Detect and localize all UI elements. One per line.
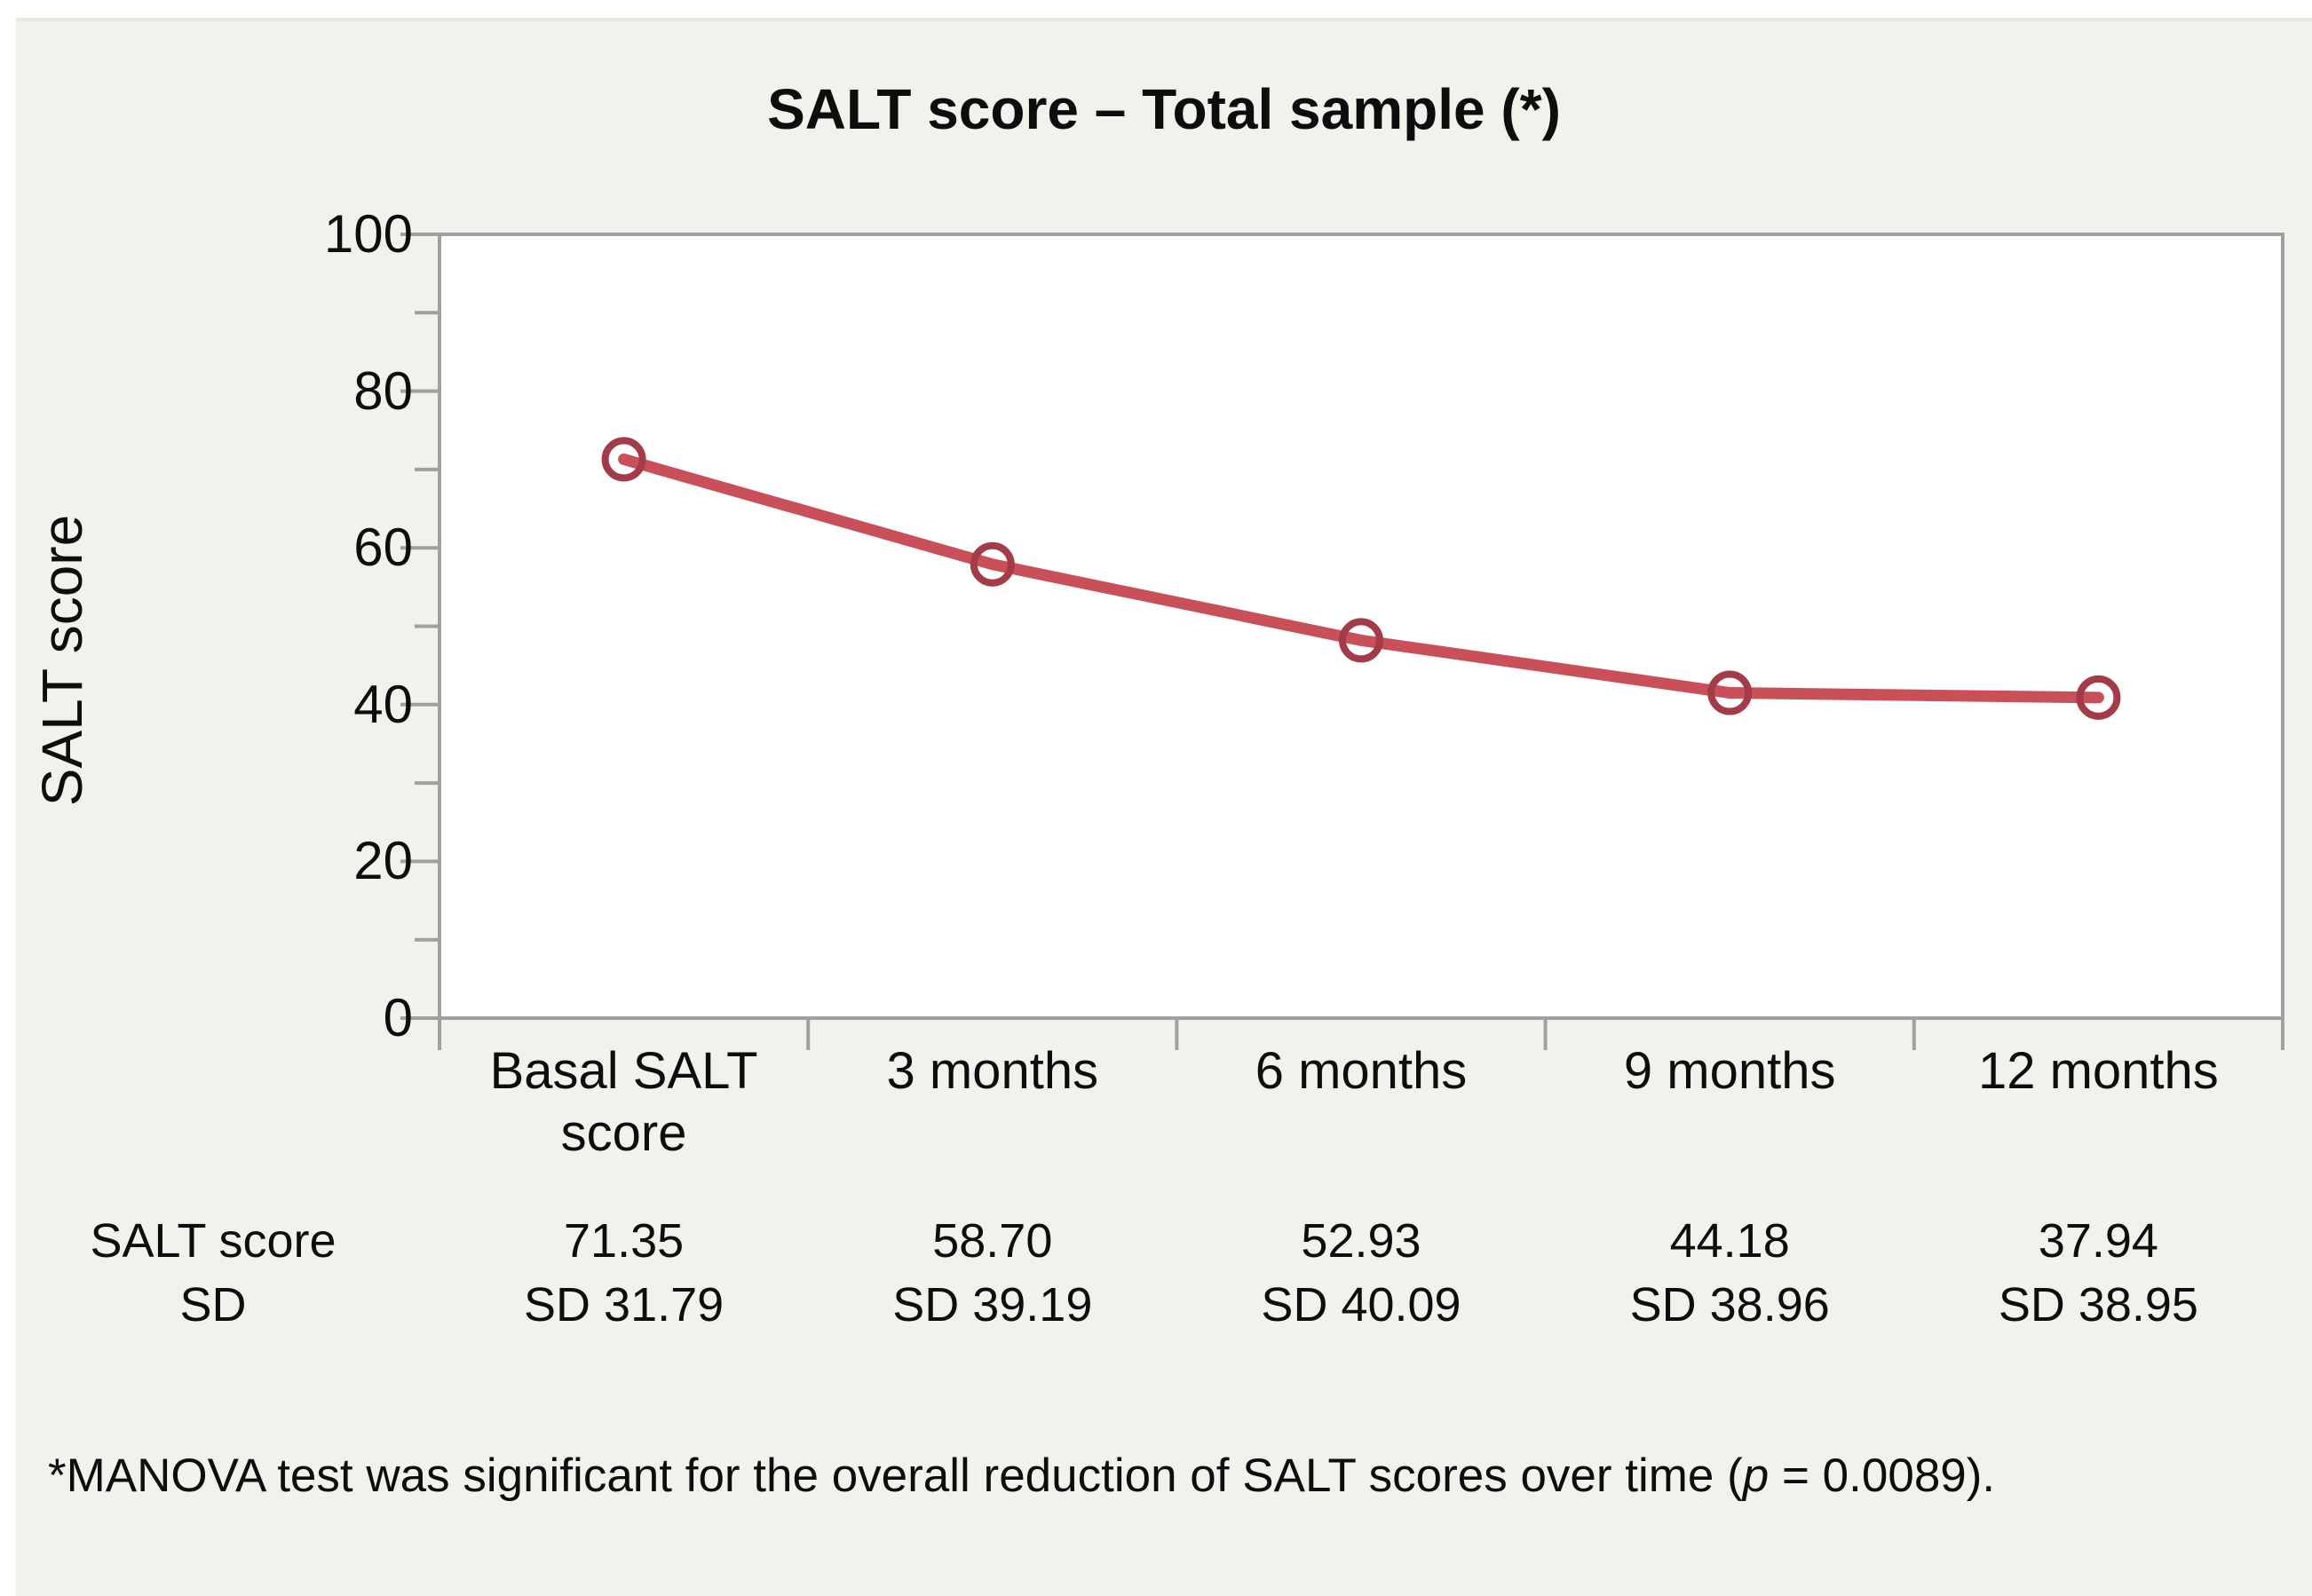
y-tick-label: 40 xyxy=(353,674,413,734)
footnote-p-symbol: p xyxy=(1742,1450,1770,1502)
table-cell-salt-score: 58.70 xyxy=(932,1214,1053,1268)
data-point-marker xyxy=(601,437,646,482)
footnote-text-post: = 0.0089). xyxy=(1769,1450,1996,1502)
x-tick-label: 9 months xyxy=(1623,1042,1836,1100)
table-cell-sd: SD 39.19 xyxy=(892,1278,1093,1331)
table-cell-salt-score: 44.18 xyxy=(1669,1214,1790,1268)
chart-title: SALT score – Total sample (*) xyxy=(767,77,1561,141)
table-cell-sd: SD 40.09 xyxy=(1261,1278,1461,1331)
data-point-marker xyxy=(1707,670,1753,715)
data-point-marker xyxy=(970,541,1015,587)
y-tick-label: 80 xyxy=(353,360,413,421)
x-tick-label: Basal SALT score xyxy=(489,1042,758,1162)
table-cell-salt-score: 37.94 xyxy=(2038,1214,2158,1268)
chart-plot-area xyxy=(400,233,2284,1050)
x-tick-label: 3 months xyxy=(886,1042,1099,1100)
y-tick-label: 20 xyxy=(353,831,413,891)
footnote: *MANOVA test was significant for the ove… xyxy=(48,1449,2179,1503)
table-cell-sd: SD 38.95 xyxy=(1998,1278,2198,1331)
y-tick-label: 100 xyxy=(323,204,413,264)
table-cell-salt-score: 52.93 xyxy=(1301,1214,1421,1268)
figure-panel: SALT score – Total sample (*) 0 20 40 60 80 1… xyxy=(16,18,2312,1596)
table-cell-sd: SD 31.79 xyxy=(524,1278,724,1331)
y-axis-title: SALT score xyxy=(30,514,94,807)
x-tick-label: 6 months xyxy=(1255,1042,1468,1100)
data-line xyxy=(618,453,2104,704)
table-row-label-sd: SD xyxy=(179,1278,247,1331)
y-tick-label: 60 xyxy=(353,518,413,578)
data-point-marker xyxy=(1339,618,1383,663)
plot-frame xyxy=(438,233,2284,1020)
y-tick-label: 0 xyxy=(383,988,413,1047)
table-cell-salt-score: 71.35 xyxy=(564,1214,685,1268)
footnote-text-pre: *MANOVA test was significant for the ove… xyxy=(48,1450,1743,1502)
x-tick-label: 12 months xyxy=(1977,1042,2219,1100)
data-point-marker xyxy=(2076,675,2121,720)
table-row-label-salt-score: SALT score xyxy=(90,1214,337,1268)
table-cell-sd: SD 38.96 xyxy=(1629,1278,1830,1331)
